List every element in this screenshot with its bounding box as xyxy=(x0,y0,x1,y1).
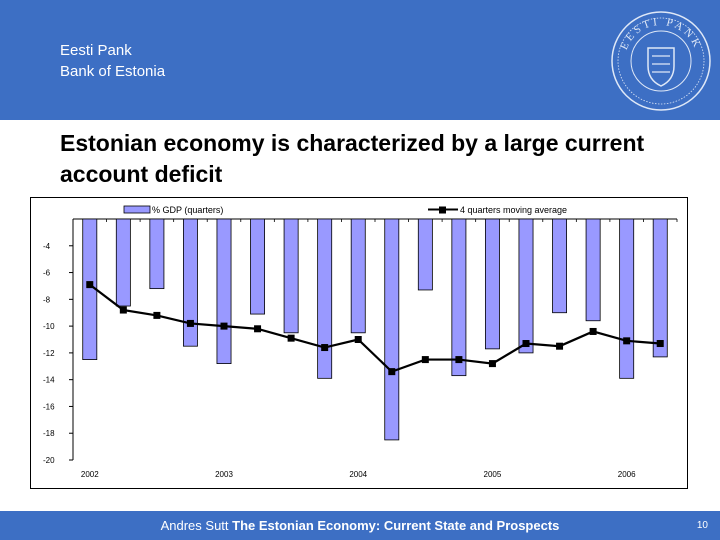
moving-average-line xyxy=(89,283,661,373)
header-bar: Eesti Pank Bank of Estonia EESTI PANK xyxy=(0,0,720,120)
bar xyxy=(115,218,131,307)
bar xyxy=(552,218,568,314)
line-point xyxy=(556,342,564,350)
y-tick-label: -18 xyxy=(43,429,55,438)
y-tick-label: -8 xyxy=(43,295,51,304)
y-tick-label: -4 xyxy=(43,242,51,251)
line-point xyxy=(86,281,94,289)
bar xyxy=(317,218,333,379)
y-tick-label: -12 xyxy=(43,349,55,358)
y-tick-label: -14 xyxy=(43,376,55,385)
line-point xyxy=(254,325,262,333)
bar xyxy=(250,218,266,315)
line-point xyxy=(522,340,530,348)
plot-area: -4 -6 -8 -10 -12 -14 -16 -18 -20 2002 2003 2004 2005… xyxy=(43,218,678,479)
bar xyxy=(182,218,198,347)
y-tick-label: -10 xyxy=(43,322,55,331)
line-point xyxy=(623,337,631,345)
line-point xyxy=(455,356,463,364)
line-point xyxy=(153,311,161,319)
line-point xyxy=(656,340,664,348)
x-year-label: 2006 xyxy=(618,470,636,479)
footer-author: Andres Sutt xyxy=(160,518,229,533)
legend-bar-swatch xyxy=(123,205,151,214)
bar xyxy=(350,218,366,334)
seal-text: EESTI PANK xyxy=(618,16,701,52)
line-point xyxy=(488,360,496,368)
line-point xyxy=(421,356,429,364)
x-year-label: 2003 xyxy=(215,470,233,479)
x-year-label: 2002 xyxy=(81,470,99,479)
line-point xyxy=(220,322,228,330)
line-point xyxy=(321,344,329,352)
y-tick-label: -20 xyxy=(43,456,55,465)
bar xyxy=(384,218,400,441)
org-name-english: Bank of Estonia xyxy=(60,63,166,80)
bar xyxy=(149,218,165,290)
page-number: 10 xyxy=(696,520,708,531)
slide-title: Estonian economy is characterized by a l… xyxy=(60,130,645,187)
bar xyxy=(283,218,299,334)
line-point xyxy=(589,327,597,335)
y-tick-label: -6 xyxy=(43,269,51,278)
bar xyxy=(451,218,467,377)
line-point xyxy=(119,306,127,314)
org-name-estonian: Eesti Pank xyxy=(60,42,132,59)
bank-seal-logo: EESTI PANK xyxy=(611,11,711,111)
line-point xyxy=(287,334,295,342)
bar xyxy=(518,218,534,354)
bar xyxy=(216,218,232,365)
current-account-chart: % GDP (quarters) 4 quarters moving avera… xyxy=(30,197,688,489)
svg-text:EESTI PANK: EESTI PANK xyxy=(618,16,704,52)
line-point xyxy=(186,319,194,327)
x-year-label: 2005 xyxy=(484,470,502,479)
bar xyxy=(417,218,433,291)
x-year-label: 2004 xyxy=(349,470,367,479)
bar xyxy=(585,218,601,322)
bar xyxy=(652,218,668,358)
chart-legend: % GDP (quarters) 4 quarters moving avera… xyxy=(123,205,567,215)
bar xyxy=(484,218,500,350)
legend-line-marker xyxy=(439,206,446,214)
footer-caption: Andres Sutt The Estonian Economy: Curren… xyxy=(0,518,720,533)
footer-bar: Andres Sutt The Estonian Economy: Curren… xyxy=(0,511,720,540)
y-tick-label: -16 xyxy=(43,402,55,411)
line-point xyxy=(388,368,396,376)
footer-talk-title: The Estonian Economy: Current State and … xyxy=(232,518,560,533)
legend-bar-label: % GDP (quarters) xyxy=(152,205,223,215)
legend-line-label: 4 quarters moving average xyxy=(460,205,567,215)
line-point xyxy=(354,336,362,343)
bar xyxy=(619,218,635,379)
